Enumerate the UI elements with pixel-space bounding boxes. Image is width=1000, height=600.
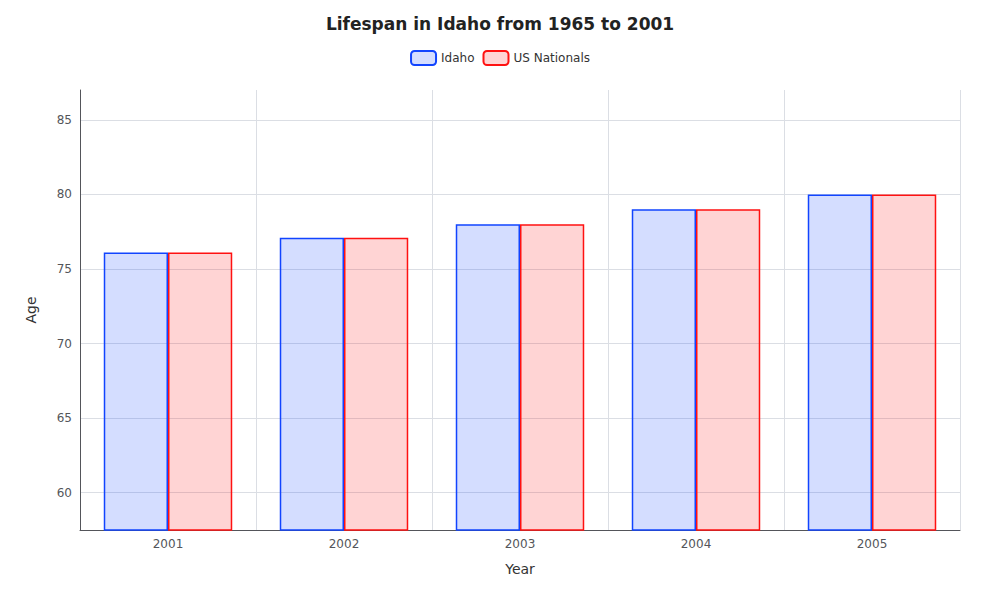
svg-text:2004: 2004 xyxy=(681,537,712,551)
svg-text:2005: 2005 xyxy=(857,537,888,551)
svg-text:Year: Year xyxy=(504,561,535,577)
svg-text:Lifespan in Idaho from 1965 to: Lifespan in Idaho from 1965 to 2001 xyxy=(326,14,674,34)
svg-text:2002: 2002 xyxy=(329,537,360,551)
svg-text:80: 80 xyxy=(57,187,72,201)
svg-text:2003: 2003 xyxy=(505,537,536,551)
svg-text:65: 65 xyxy=(57,411,72,425)
svg-text:85: 85 xyxy=(57,113,72,127)
svg-text:2001: 2001 xyxy=(153,537,184,551)
svg-text:70: 70 xyxy=(57,337,72,351)
svg-text:60: 60 xyxy=(57,486,72,500)
svg-text:Age: Age xyxy=(23,296,39,323)
svg-text:Idaho: Idaho xyxy=(441,51,474,65)
svg-text:US Nationals: US Nationals xyxy=(513,51,589,65)
svg-text:75: 75 xyxy=(57,262,72,276)
